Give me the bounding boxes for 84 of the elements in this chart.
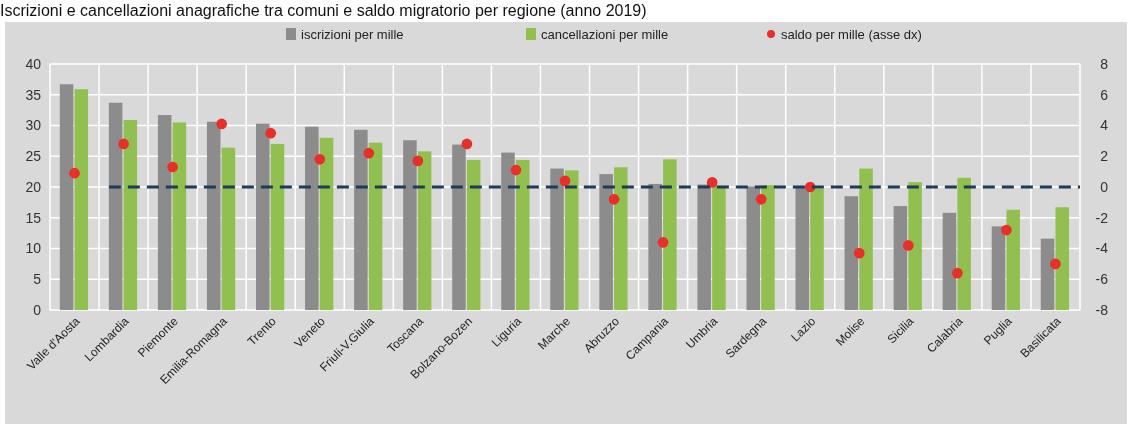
point (559, 175, 571, 187)
point (363, 147, 375, 159)
bar (368, 142, 383, 310)
bar (614, 167, 628, 310)
bar (515, 159, 530, 310)
bar (761, 185, 775, 310)
bar (550, 168, 564, 310)
bar (270, 143, 285, 310)
bar (403, 140, 417, 310)
bar (157, 115, 172, 310)
y2-tick-label: 8 (1100, 55, 1109, 72)
y-tick-label: 5 (33, 271, 42, 288)
y2-tick-label: 0 (1100, 178, 1109, 195)
legend-label: saldo per mille (asse dx) (781, 26, 922, 42)
bar (466, 159, 481, 310)
y-tick-label: 20 (25, 178, 42, 195)
bar (256, 123, 270, 310)
y-tick-label: 30 (25, 117, 42, 134)
y-tick-label: 40 (25, 55, 42, 72)
bar (417, 151, 432, 310)
y-tick-label: 35 (25, 86, 42, 103)
bar (942, 212, 957, 310)
point (216, 118, 228, 130)
bar (172, 122, 187, 310)
y-tick-label: 15 (25, 209, 42, 226)
point (952, 267, 963, 279)
point (118, 138, 129, 150)
bar (893, 206, 908, 310)
bar (663, 159, 677, 310)
bar (599, 174, 613, 310)
bar (319, 137, 334, 310)
bar (565, 170, 579, 310)
y2-tick-label: 4 (1100, 117, 1109, 134)
bar (74, 89, 89, 310)
bar (452, 144, 466, 310)
y-tick-label: 0 (33, 301, 42, 318)
bar (746, 186, 761, 310)
point (706, 177, 718, 188)
bar (59, 84, 74, 310)
bar (795, 187, 810, 310)
point (657, 237, 669, 248)
bar (354, 129, 368, 310)
y2-tick-label: -8 (1095, 301, 1109, 318)
bar (957, 177, 971, 310)
bar (844, 196, 859, 310)
point (167, 161, 178, 173)
y2-tick-label: 2 (1100, 148, 1109, 165)
bar (712, 185, 726, 310)
bar (108, 102, 123, 310)
y-tick-label: 10 (25, 240, 42, 257)
y2-tick-label: 6 (1100, 86, 1109, 103)
point (265, 127, 277, 139)
point (902, 240, 914, 251)
point (69, 167, 80, 179)
point (1050, 258, 1061, 270)
point (608, 193, 620, 205)
point (755, 193, 767, 205)
bar (648, 183, 662, 310)
bar (991, 226, 1006, 310)
bar (859, 168, 873, 310)
bar (1055, 207, 1070, 310)
y2-tick-label: -6 (1095, 271, 1109, 288)
bar (810, 188, 824, 310)
bar (501, 152, 515, 310)
bar (697, 184, 711, 310)
bar (1040, 238, 1055, 310)
point (461, 138, 473, 150)
point (853, 247, 865, 259)
bar (221, 147, 236, 310)
legend-label: iscrizioni per mille (301, 26, 404, 42)
y2-tick-label: -2 (1095, 209, 1109, 226)
y-tick-label: 25 (25, 148, 42, 165)
point (412, 155, 424, 167)
legend-label: cancellazioni per mille (541, 26, 669, 42)
bar (1006, 209, 1020, 310)
y2-tick-label: -4 (1095, 240, 1109, 257)
bar (305, 126, 319, 310)
point (1001, 224, 1012, 236)
bar (123, 119, 138, 310)
chart-title: Iscrizioni e cancellazioni anagrafiche tra comuni e saldo migratorio per regione (anno 2019) (0, 2, 647, 19)
point (510, 164, 522, 176)
bar (908, 182, 922, 310)
bar (206, 121, 221, 310)
point (314, 153, 326, 165)
